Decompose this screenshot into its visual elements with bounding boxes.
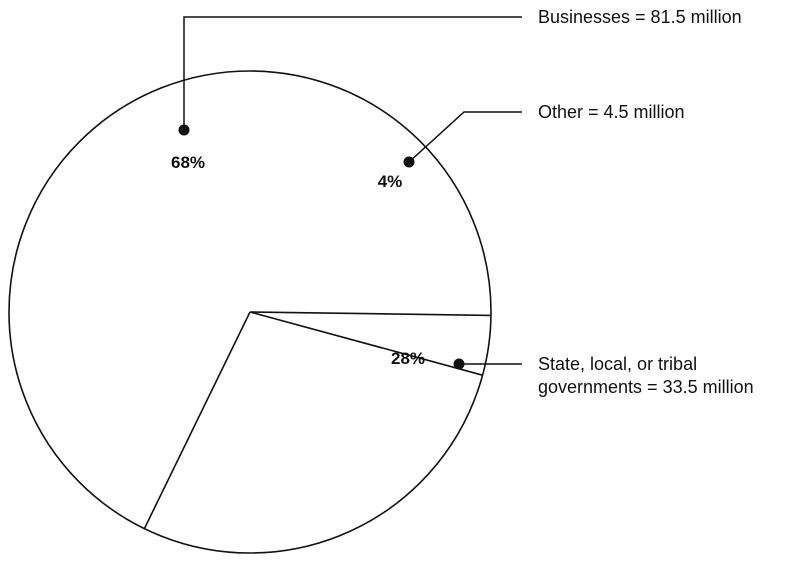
other-leader-line [408, 111, 522, 163]
slice-boundary-other [249, 311, 492, 317]
government-percent-label: 28% [391, 349, 425, 368]
slice-boundary-businesses [143, 311, 251, 529]
other-percent-label: 4% [378, 172, 403, 191]
government-callout-dot [453, 358, 465, 370]
businesses-leader-line [183, 16, 522, 130]
government-callout-label: State, local, or tribal governments = 33.… [538, 354, 754, 397]
businesses-callout-dot [178, 124, 190, 136]
businesses-callout-label: Businesses = 81.5 million [538, 7, 742, 27]
other-callout-dot [403, 156, 415, 168]
other-callout-label: Other = 4.5 million [538, 102, 685, 122]
slice-boundary-government [249, 311, 483, 376]
businesses-percent-label: 68% [171, 153, 205, 172]
